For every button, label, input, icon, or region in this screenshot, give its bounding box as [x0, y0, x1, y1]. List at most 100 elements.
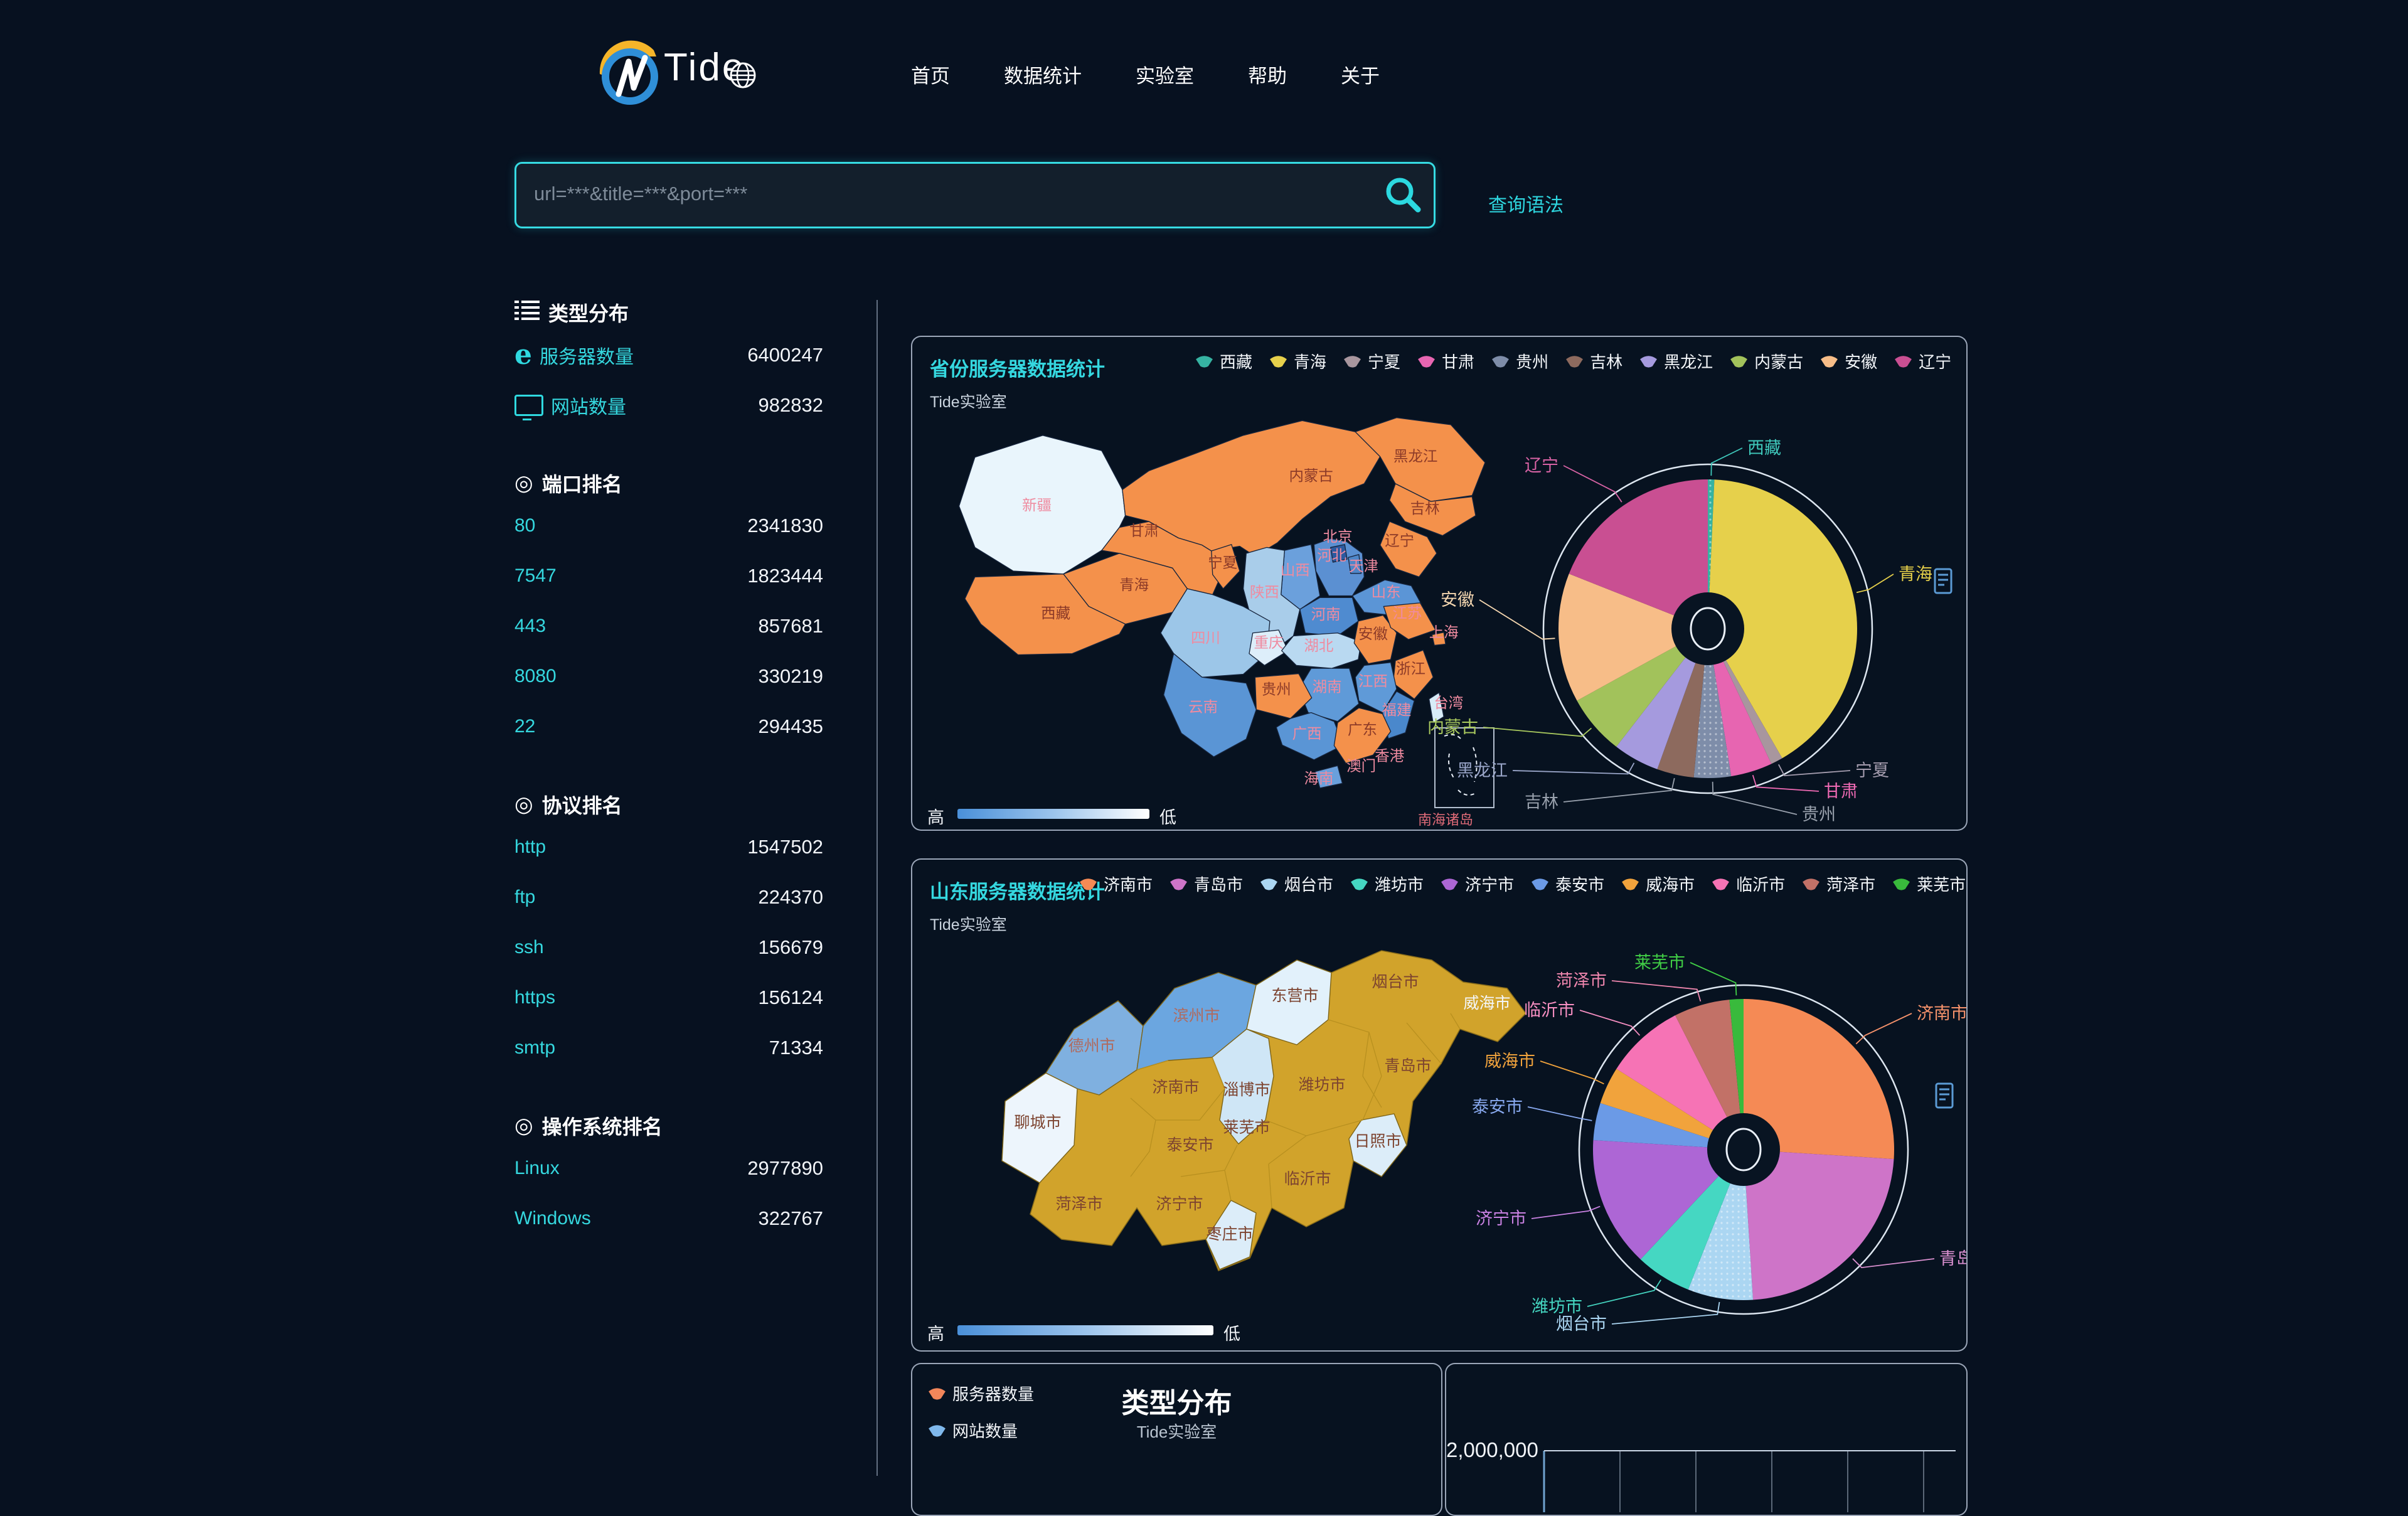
- legend-item[interactable]: 甘肃: [1417, 350, 1474, 373]
- map-region-label: 泰安市: [1166, 1136, 1213, 1154]
- legend-item[interactable]: 宁夏: [1343, 350, 1400, 373]
- map-region-label: 青海: [1119, 577, 1149, 593]
- legend-label: 吉林: [1590, 353, 1623, 371]
- stat-value: 71334: [769, 1037, 823, 1059]
- map-region-label: 安徽: [1358, 626, 1388, 642]
- legend-item[interactable]: 西藏: [1195, 350, 1252, 373]
- query-syntax-link[interactable]: 查询语法: [1488, 195, 1564, 216]
- legend-marker: [1418, 356, 1435, 368]
- legend-item[interactable]: 吉林: [1565, 350, 1622, 373]
- stat-value: 156124: [758, 986, 823, 1008]
- nav-item-3[interactable]: 帮助: [1248, 65, 1287, 87]
- stat-label-link[interactable]: 443: [514, 616, 546, 636]
- map-region-label: 湖北: [1304, 638, 1333, 654]
- logo-text: Tide: [664, 46, 746, 89]
- legend-item[interactable]: 内蒙古: [1729, 350, 1803, 373]
- stat-label-link[interactable]: 网站数量: [514, 392, 626, 420]
- dataview-toolbox-icon[interactable]: [1935, 1082, 1954, 1109]
- map-region-label: 上海: [1429, 624, 1459, 640]
- pie-label: 莱芜市: [1634, 953, 1685, 972]
- legend-item[interactable]: 烟台市: [1259, 872, 1333, 895]
- map-region-label: 菏泽市: [1055, 1195, 1102, 1213]
- typedist-bar-chart-grid: [1543, 1450, 1956, 1512]
- legend-label: 内蒙古: [1754, 353, 1804, 371]
- legend-item[interactable]: 辽宁: [1894, 350, 1951, 373]
- legend-marker: [1170, 878, 1187, 890]
- legend-item[interactable]: 潍坊市: [1350, 872, 1424, 895]
- legend-item[interactable]: 莱芜市: [1892, 872, 1966, 895]
- legend-item[interactable]: 菏泽市: [1801, 872, 1875, 895]
- dataview-toolbox-icon[interactable]: [1934, 568, 1953, 594]
- legend-item[interactable]: 黑龙江: [1639, 350, 1713, 373]
- app-logo[interactable]: Tide: [596, 38, 860, 107]
- pie-slice-济南市: [1744, 999, 1894, 1160]
- pie-center-hub: [1707, 1113, 1780, 1186]
- legend-item[interactable]: 服务器数量: [927, 1382, 1034, 1405]
- legend-item[interactable]: 网站数量: [927, 1419, 1034, 1442]
- pie-slice-黑龙江: [1616, 629, 1708, 769]
- map-region-label: 天津: [1349, 558, 1378, 574]
- map-region-label: 陕西: [1250, 584, 1279, 600]
- stat-label-link[interactable]: e 服务器数量: [514, 339, 634, 371]
- browser-icon: e: [514, 339, 532, 371]
- legend-item[interactable]: 安徽: [1819, 350, 1877, 373]
- legend-marker: [1260, 878, 1277, 890]
- map-region-label: 浙江: [1396, 661, 1425, 677]
- map-gradient-bar[interactable]: [957, 809, 1149, 819]
- pie-label: 贵州: [1802, 805, 1836, 824]
- legend-item[interactable]: 济宁市: [1440, 872, 1514, 895]
- province-legend: 西藏 青海 宁夏 甘肃 贵州 吉林 黑龙江 内蒙古 安徽 辽宁: [1195, 350, 1968, 373]
- y-axis-tick: 2,000,000: [1446, 1438, 1538, 1461]
- legend-label: 青岛市: [1194, 875, 1244, 894]
- search-icon[interactable]: [1383, 175, 1422, 214]
- map-legend-high: 高: [927, 1325, 944, 1343]
- legend-label: 甘肃: [1442, 353, 1475, 371]
- panel-subtitle: Tide实验室: [930, 916, 1007, 934]
- legend-label: 青海: [1294, 353, 1327, 371]
- legend-item[interactable]: 泰安市: [1530, 872, 1604, 895]
- legend-item[interactable]: 青岛市: [1169, 872, 1243, 895]
- pie-label: 吉林: [1525, 793, 1558, 811]
- pie-slice-济宁市: [1593, 1140, 1744, 1259]
- stat-label-link[interactable]: 80: [514, 515, 536, 536]
- legend-item[interactable]: 济南市: [1079, 872, 1153, 895]
- stat-label-link[interactable]: smtp: [514, 1037, 556, 1058]
- stat-label-link[interactable]: http: [514, 836, 546, 857]
- logo-globe-icon: [730, 62, 756, 88]
- stat-label-link[interactable]: ssh: [514, 937, 544, 958]
- nav-item-2[interactable]: 实验室: [1136, 65, 1194, 87]
- stat-label-link[interactable]: https: [514, 987, 556, 1008]
- map-region-label: 福建: [1382, 702, 1412, 718]
- stat-label-link[interactable]: 22: [514, 716, 536, 737]
- stat-value: 2977890: [747, 1157, 823, 1179]
- pie-label-line: [1563, 465, 1622, 503]
- legend-item[interactable]: 贵州: [1491, 350, 1548, 373]
- map-region-label: 日照市: [1354, 1133, 1401, 1150]
- sidebar-stat-row: https 156124: [514, 973, 823, 1023]
- legend-marker: [929, 1388, 946, 1400]
- stat-label-link[interactable]: Linux: [514, 1158, 560, 1178]
- pie-label: 烟台市: [1556, 1315, 1607, 1333]
- nav-item-4[interactable]: 关于: [1341, 65, 1380, 87]
- sidebar-stat-row: 80 2341830: [514, 501, 823, 551]
- legend-marker: [1640, 356, 1658, 368]
- stat-label-link[interactable]: ftp: [514, 887, 536, 907]
- stat-label-link[interactable]: 7547: [514, 565, 557, 586]
- stat-label-link[interactable]: 8080: [514, 666, 557, 686]
- map-region-label: 山东: [1372, 584, 1401, 600]
- legend-item[interactable]: 青海: [1269, 350, 1326, 373]
- search-input[interactable]: [533, 164, 1376, 224]
- stat-label-link[interactable]: Windows: [514, 1208, 591, 1229]
- nav-item-1[interactable]: 数据统计: [1004, 65, 1082, 87]
- legend-label: 网站数量: [952, 1422, 1018, 1441]
- legend-marker: [1821, 356, 1838, 368]
- legend-label: 贵州: [1516, 353, 1549, 371]
- map-gradient-bar[interactable]: [957, 1325, 1213, 1335]
- legend-item[interactable]: 威海市: [1621, 872, 1695, 895]
- legend-label: 辽宁: [1919, 353, 1952, 371]
- legend-item[interactable]: 临沂市: [1711, 872, 1785, 895]
- nav-item-0[interactable]: 首页: [911, 65, 950, 87]
- stat-value: 6400247: [747, 344, 823, 366]
